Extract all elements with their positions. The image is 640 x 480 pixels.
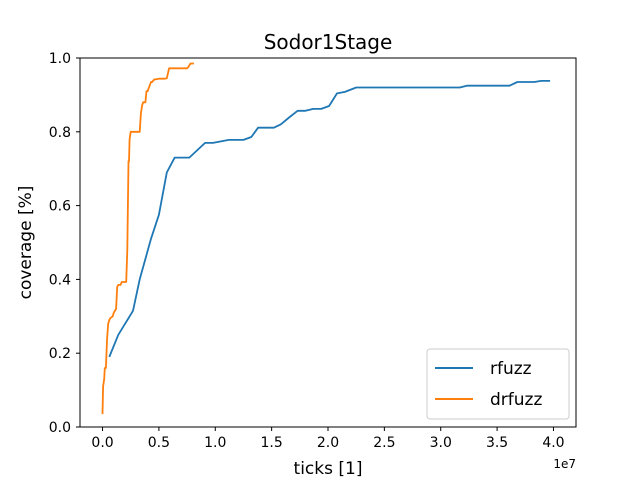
chart-title: Sodor1Stage bbox=[264, 30, 393, 54]
x-tick-label: 3.5 bbox=[486, 435, 508, 451]
series-line-drfuzz bbox=[101, 62, 194, 415]
y-tick-label: 0.4 bbox=[49, 272, 71, 288]
legend-label-rfuzz: rfuzz bbox=[490, 359, 532, 379]
x-tick-label: 1.5 bbox=[261, 435, 283, 451]
y-tick-label: 1.0 bbox=[49, 51, 71, 67]
y-tick-label: 0.2 bbox=[49, 346, 71, 362]
axis-ticks: 0.0 0.5 1.0 1.5 2.0 2.5 3.0 3.5 4.0 0.0 0.2 0.4 0.6 0… bbox=[49, 51, 565, 451]
y-tick-label: 0.8 bbox=[49, 125, 71, 141]
legend: rfuzz drfuzz bbox=[426, 348, 570, 420]
x-axis-label: ticks [1] bbox=[294, 459, 363, 479]
y-tick-label: 0.6 bbox=[49, 199, 71, 215]
legend-box bbox=[426, 348, 570, 420]
legend-label-drfuzz: drfuzz bbox=[490, 390, 542, 410]
x-tick-label: 2.0 bbox=[317, 435, 339, 451]
x-tick-label: 0.0 bbox=[91, 435, 113, 451]
series-line-rfuzz bbox=[108, 80, 551, 358]
x-tick-label: 1.0 bbox=[204, 435, 226, 451]
x-tick-label: 4.0 bbox=[542, 435, 564, 451]
x-tick-label: 2.5 bbox=[373, 435, 395, 451]
y-axis-label: coverage [%] bbox=[16, 186, 36, 300]
x-tick-label: 3.0 bbox=[430, 435, 452, 451]
y-tick-label: 0.0 bbox=[49, 420, 71, 436]
series-layer bbox=[101, 62, 551, 415]
x-tick-label: 0.5 bbox=[148, 435, 170, 451]
x-axis-offset-label: 1e7 bbox=[553, 457, 576, 471]
